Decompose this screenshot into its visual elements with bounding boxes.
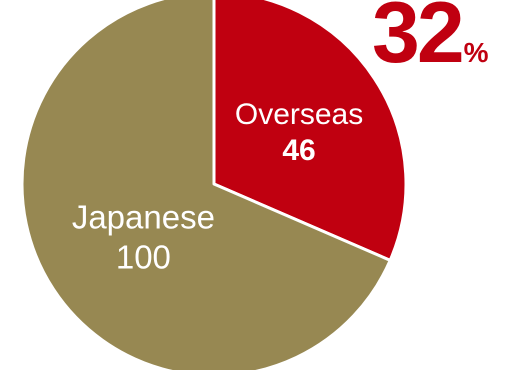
slice-value-overseas: 46 <box>282 134 315 167</box>
slice-label-japanese: Japanese <box>72 198 215 235</box>
share-unit: % <box>463 37 489 68</box>
slice-value-japanese: 100 <box>116 238 171 275</box>
overseas-share-callout: 32% <box>372 0 489 76</box>
pie-slice-japanese <box>20 0 392 370</box>
slice-label-overseas: Overseas <box>235 98 363 131</box>
share-value: 32 <box>372 0 465 81</box>
pie-slice-overseas <box>212 0 408 262</box>
